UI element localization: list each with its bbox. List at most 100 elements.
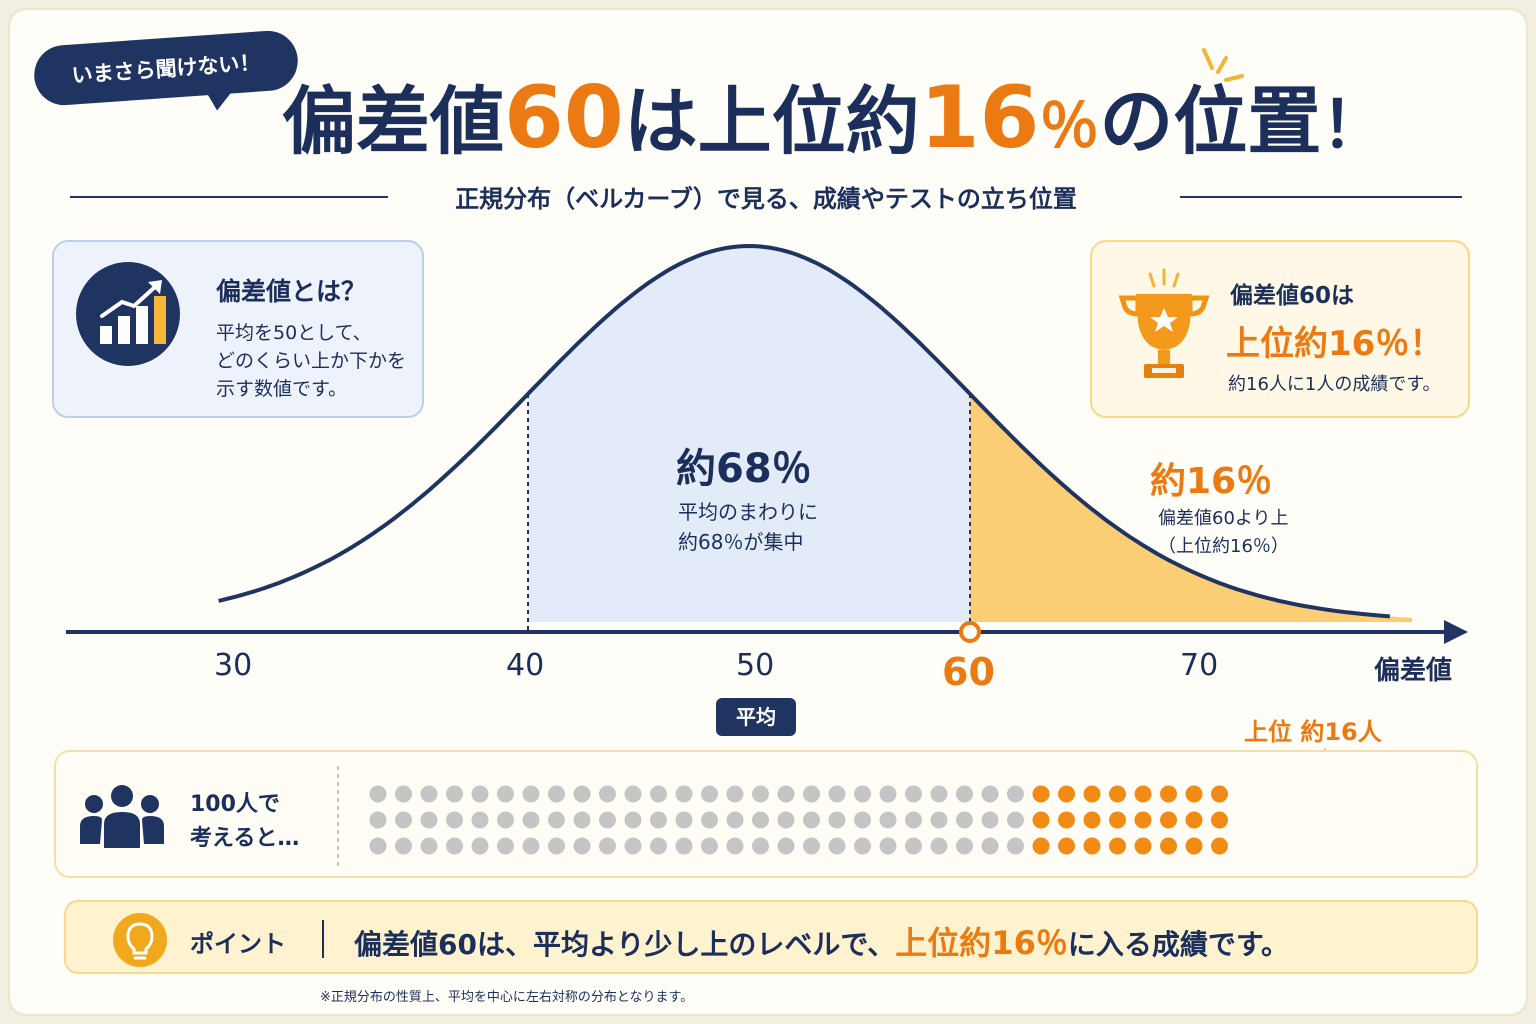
person-dot [599, 811, 616, 829]
person-dot [701, 785, 718, 803]
middle-desc-2: 約68％が集中 [678, 530, 804, 554]
person-dot-top [1109, 837, 1126, 855]
person-dot-top [1032, 811, 1050, 829]
person-dot [369, 785, 387, 803]
upper-16-region [970, 393, 1412, 622]
person-dot [726, 837, 744, 855]
title-part-hensachi: 偏差値 [282, 79, 504, 165]
person-dot [471, 837, 489, 855]
footnote: ※正規分布の性質上、平均を中心に左右対称の分布となります。 [320, 990, 694, 1005]
person-dot [777, 785, 795, 803]
person-dot [854, 837, 871, 855]
person-dot [573, 837, 591, 855]
person-dot [828, 785, 846, 803]
person-dot [624, 785, 642, 803]
person-dot [395, 837, 412, 855]
person-dot [624, 837, 642, 855]
person-dot [701, 837, 718, 855]
point-text-b: に入る成績です。 [1067, 928, 1290, 961]
person-dot [497, 785, 514, 803]
person-dot-top [1109, 811, 1126, 829]
people-label-2: 考えると… [190, 826, 300, 851]
person-dot [1007, 811, 1024, 829]
person-dot [930, 811, 948, 829]
person-dot [828, 837, 846, 855]
person-dot [675, 811, 693, 829]
person-dot [777, 811, 795, 829]
title-part-joui: は上位約 [623, 79, 920, 165]
tail-desc-1: 偏差値60より上 [1158, 508, 1289, 529]
bar-chart-growth-icon [76, 262, 180, 366]
person-dot [879, 837, 897, 855]
person-dot [420, 837, 438, 855]
person-dot [624, 811, 642, 829]
person-dot [803, 837, 820, 855]
person-dot [548, 785, 565, 803]
hundred-people-panel: 100人で 考えると… [54, 750, 1478, 878]
person-dot [420, 785, 438, 803]
person-dot [369, 837, 387, 855]
person-dot-top [1185, 811, 1203, 829]
person-dot [726, 785, 744, 803]
person-dot-top [1211, 811, 1228, 829]
subtitle-rule-left [70, 196, 388, 198]
person-dot [905, 785, 922, 803]
person-dot [471, 811, 489, 829]
person-dot [675, 837, 693, 855]
point-text: 偏差値60は、平均より少し上のレベルで、上位約16％に入る成績です。 [354, 918, 1289, 964]
person-dot [650, 837, 667, 855]
person-dot-top [1134, 785, 1152, 803]
person-dot [956, 811, 973, 829]
person-dot [599, 837, 616, 855]
point-text-highlight: 上位約16％ [895, 924, 1068, 962]
result-line-2: 上位約16％！ [1226, 324, 1444, 364]
person-dot-top [1134, 837, 1152, 855]
person-dot [726, 811, 744, 829]
people-divider [337, 766, 339, 866]
person-dot-top [1185, 785, 1203, 803]
person-dot [1007, 785, 1024, 803]
person-dot [803, 811, 820, 829]
person-dot [777, 837, 795, 855]
middle-68-region [528, 246, 970, 622]
person-dot [930, 837, 948, 855]
person-dot [497, 837, 514, 855]
mean-badge: 平均 [716, 698, 796, 736]
person-dot [1007, 837, 1024, 855]
person-dot [522, 785, 540, 803]
tick-70: 70 [1180, 648, 1219, 683]
subtitle-rule-right [1180, 196, 1462, 198]
person-dot-top [1211, 785, 1228, 803]
person-dot [905, 837, 922, 855]
person-dot [395, 811, 412, 829]
person-dot [981, 837, 999, 855]
person-dot-top [1160, 785, 1177, 803]
person-dot [650, 811, 667, 829]
person-dot [879, 811, 897, 829]
middle-desc-1: 平均のまわりに [678, 500, 818, 524]
point-separator [322, 920, 324, 958]
person-dot [930, 785, 948, 803]
person-dot-top [1058, 811, 1075, 829]
x-axis-label: 偏差値 [1374, 656, 1453, 686]
person-dot-top [1109, 785, 1126, 803]
tick-30: 30 [214, 648, 253, 683]
person-dot [548, 811, 565, 829]
person-dot-top [1134, 811, 1152, 829]
person-dot [981, 785, 999, 803]
person-dot [446, 785, 463, 803]
sparkle-icon [1202, 48, 1244, 82]
person-dot [752, 837, 769, 855]
person-dot [854, 811, 871, 829]
definition-line-3: 示す数値です。 [216, 378, 348, 400]
person-dot-top [1083, 837, 1101, 855]
person-dot-top [1032, 837, 1050, 855]
people-dot-grid [369, 785, 1228, 855]
definition-line-2: どのくらい上か下かを [216, 350, 407, 372]
person-dot [879, 785, 897, 803]
point-banner: ポイント 偏差値60は、平均より少し上のレベルで、上位約16％に入る成績です。 [64, 900, 1478, 974]
person-dot [650, 785, 667, 803]
result-line-3: 約16人に1人の成績です。 [1228, 374, 1441, 395]
point-label: ポイント [190, 930, 286, 958]
person-dot [803, 785, 820, 803]
